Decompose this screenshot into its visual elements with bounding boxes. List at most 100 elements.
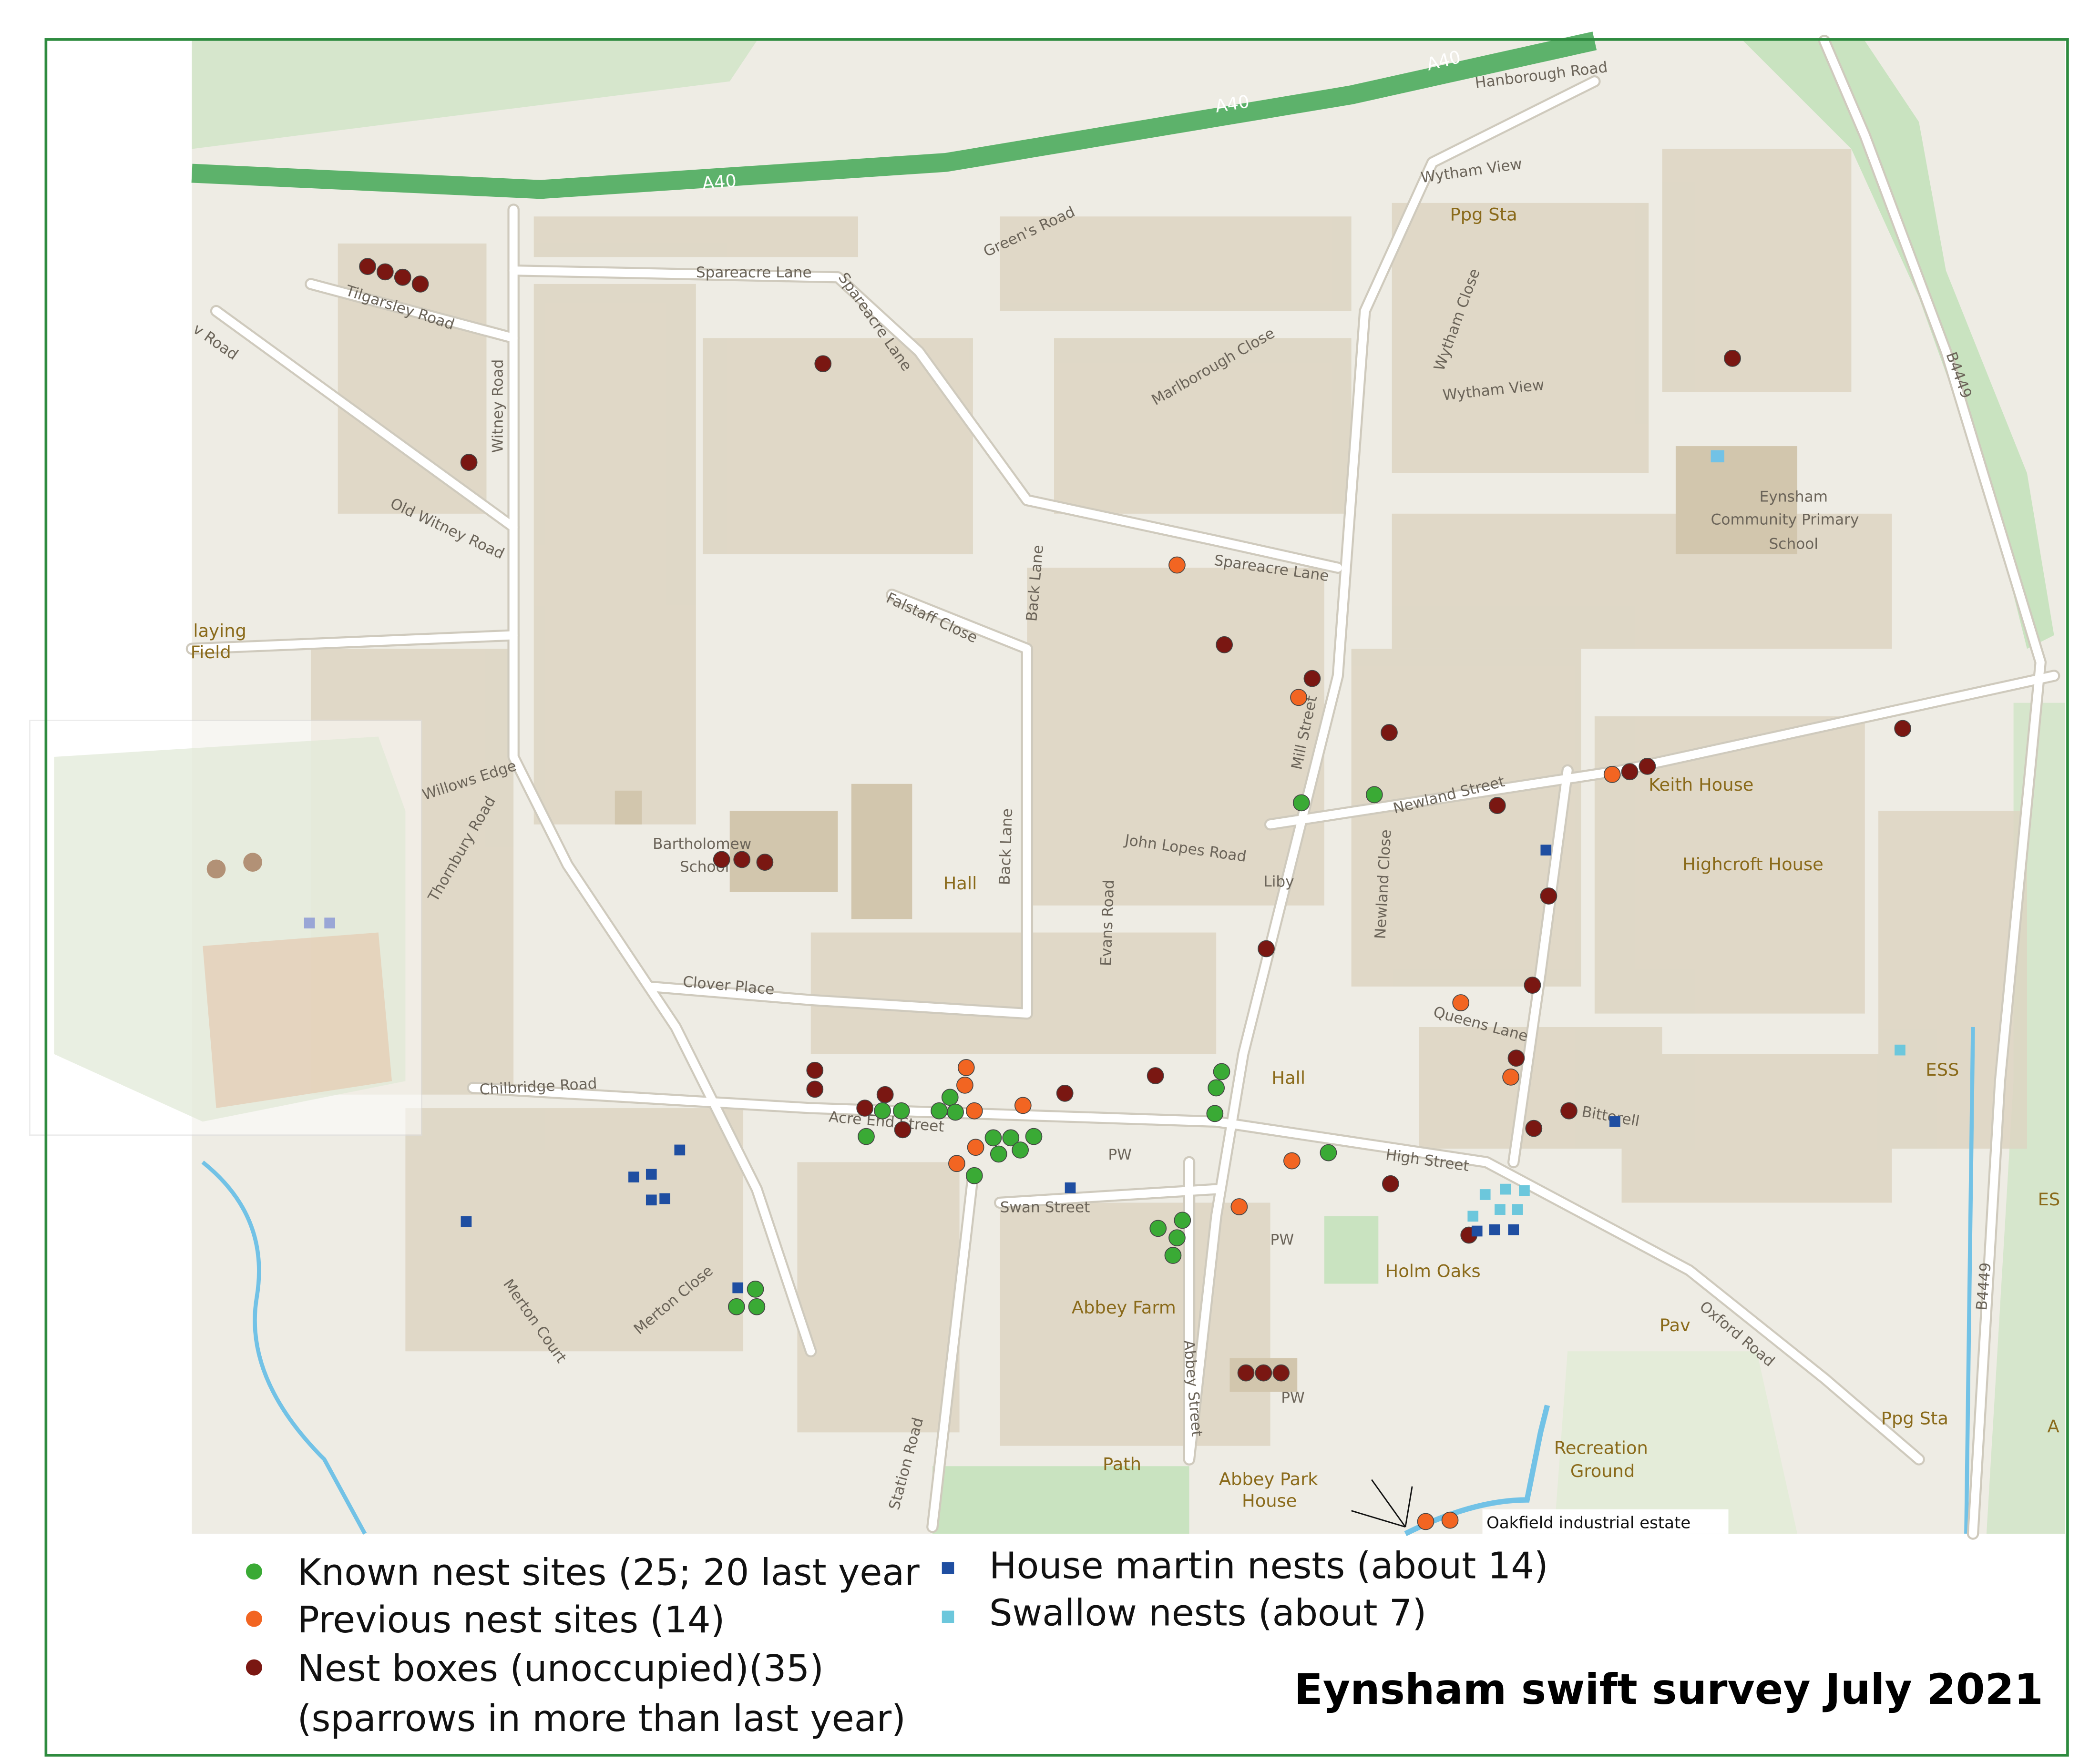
house-martin-marker [645, 1194, 657, 1206]
nest-box-marker [1216, 636, 1233, 653]
road-label: A40 [701, 170, 738, 194]
house-martin-marker [461, 1216, 472, 1227]
known-nest-marker [1002, 1129, 1020, 1147]
house-martin-marker [628, 1171, 639, 1182]
swallow-marker [1500, 1183, 1511, 1195]
place-label: Ppg Sta [1881, 1408, 1948, 1428]
place-label: Keith House [1649, 774, 1753, 795]
place-label: A [2047, 1416, 2059, 1436]
known-nest-marker [747, 1281, 764, 1298]
house-martin-marker [1065, 1182, 1076, 1193]
nest-box-marker [1147, 1067, 1164, 1084]
place-label: PW [1270, 1231, 1294, 1248]
nest-box-marker [1272, 1364, 1290, 1382]
nest-box-marker [733, 851, 751, 868]
previous-nest-marker [1168, 556, 1186, 574]
road-label: Back Lane [996, 808, 1016, 885]
previous-nest-marker [1230, 1198, 1248, 1215]
legend-label-house-martin: House martin nests (about 14) [989, 1545, 1548, 1587]
legend-swatch-house-martin [942, 1562, 954, 1574]
road-label: Spareacre Lane [696, 264, 812, 281]
previous-nest-marker [1290, 689, 1307, 706]
known-nest-marker [1292, 794, 1310, 812]
nest-box-marker [1524, 977, 1541, 994]
map-title: Eynsham swift survey July 2021 [1294, 1665, 2043, 1714]
nest-box-marker [1237, 1364, 1255, 1382]
known-nest-marker [947, 1103, 964, 1121]
known-nest-marker [748, 1298, 766, 1315]
known-nest-marker [1365, 786, 1383, 804]
place-label: Abbey Park [1219, 1469, 1318, 1489]
legend-label-swallow: Swallow nests (about 7) [989, 1592, 1426, 1635]
known-nest-marker [1206, 1105, 1224, 1122]
place-label: Hall [943, 873, 977, 894]
nest-box-marker [806, 1080, 824, 1098]
previous-nest-marker [967, 1139, 984, 1156]
place-label: Pav [1660, 1315, 1690, 1335]
nest-box-marker [1560, 1102, 1578, 1120]
previous-nest-marker [1417, 1513, 1434, 1530]
legend-label-previous: Previous nest sites (14) [297, 1599, 725, 1641]
swallow-marker [1512, 1204, 1523, 1215]
known-nest-marker [931, 1102, 948, 1120]
place-label: Recreation [1554, 1438, 1648, 1458]
previous-nest-marker [948, 1155, 965, 1172]
place-label: School [1769, 536, 1819, 553]
house-martin-marker [1609, 1116, 1620, 1127]
survey-markers [359, 258, 1912, 1530]
previous-nest-marker [1014, 1097, 1032, 1114]
place-label: Eynsham [1760, 488, 1828, 505]
known-nest-marker [1208, 1079, 1225, 1097]
known-nest-marker [1164, 1247, 1182, 1264]
legend-label-nestbox-note: (sparrows in more than last year) [297, 1698, 906, 1740]
legend-swatch-previous [246, 1610, 262, 1627]
known-nest-marker [990, 1145, 1007, 1163]
known-nest-marker [1213, 1063, 1230, 1080]
road-label: Witney Road [489, 359, 506, 453]
nest-box-marker [876, 1086, 894, 1103]
previous-nest-marker [957, 1059, 975, 1076]
known-nest-marker [728, 1298, 745, 1315]
nest-box-marker [1540, 887, 1557, 905]
road-label: B4449 [1973, 1262, 1995, 1311]
swallow-marker [1895, 1044, 1905, 1056]
legend-label-nestbox: Nest boxes (unoccupied)(35) [297, 1648, 824, 1690]
nest-box-marker [1639, 758, 1656, 775]
previous-nest-marker [1283, 1152, 1301, 1170]
inset-overlay [29, 720, 422, 1136]
legend-swatch-known [246, 1563, 262, 1580]
previous-nest-marker [1452, 994, 1470, 1011]
nest-box-marker [1056, 1085, 1074, 1102]
nest-box-marker [756, 854, 774, 871]
map-base [185, 31, 2065, 1540]
place-label: Highcroft House [1682, 854, 1823, 875]
known-nest-marker [892, 1102, 910, 1120]
known-nest-marker [984, 1129, 1002, 1147]
house-martin-marker [659, 1193, 670, 1204]
house-martin-marker [1508, 1224, 1519, 1235]
nest-box-marker [1525, 1120, 1543, 1137]
nest-box-marker [377, 263, 394, 281]
nest-box-marker [1258, 940, 1275, 957]
place-label: laying [193, 621, 246, 641]
house-martin-marker [645, 1169, 657, 1180]
known-nest-marker [874, 1102, 891, 1120]
nest-box-marker [1724, 349, 1741, 367]
nest-box-marker [806, 1061, 824, 1079]
previous-nest-marker [1441, 1511, 1459, 1529]
nest-box-marker [1488, 797, 1506, 814]
previous-nest-marker [965, 1102, 983, 1120]
nest-box-marker [814, 355, 832, 373]
place-labels: Ppg Sta Ppg Sta Eynsham Community Primar… [191, 204, 2060, 1534]
house-martin-marker [674, 1144, 686, 1156]
previous-nest-marker [1603, 766, 1621, 783]
known-nest-marker [1168, 1229, 1186, 1247]
known-nest-marker [941, 1089, 959, 1106]
house-martin-marker [732, 1282, 744, 1293]
swallow-marker [1495, 1204, 1506, 1215]
legend-label-known: Known nest sites (25; 20 last year [297, 1552, 920, 1594]
nest-box-marker [1381, 724, 1398, 741]
place-label: PW [1108, 1146, 1132, 1163]
known-nest-marker [1012, 1141, 1029, 1159]
